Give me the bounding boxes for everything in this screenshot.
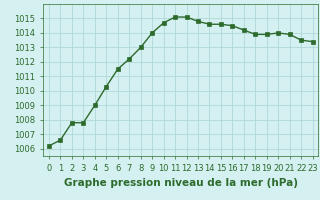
- X-axis label: Graphe pression niveau de la mer (hPa): Graphe pression niveau de la mer (hPa): [64, 178, 298, 188]
